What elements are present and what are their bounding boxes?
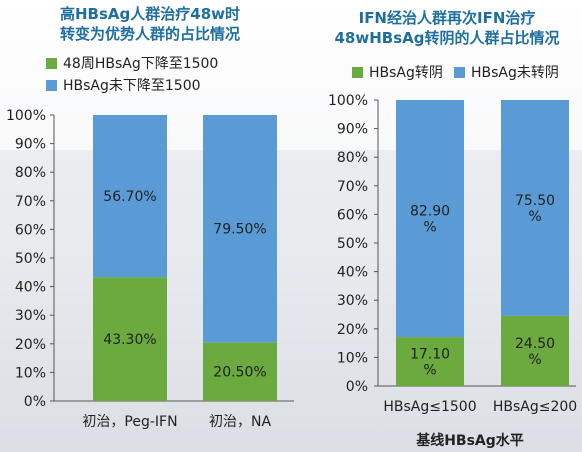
chart1-y-tick-label: 60% [15,222,46,238]
chart1-y-tick-label: 70% [15,194,46,210]
chart1-bar-blue-segment [93,115,167,278]
chart2-legend-blue: HBsAg未转阴 [454,62,559,82]
chart2-legend-green: HBsAg转阴 [352,62,443,82]
legend-label: HBsAg未下降至1500 [63,78,201,94]
chart1-y-tick-label: 90% [15,137,46,153]
chart2-title-line1: IFN经治人群再次IFN治疗 [358,9,536,27]
chart2-data-label: % [528,209,541,225]
chart2-data-label: % [423,363,436,379]
chart2-x-axis-title: 基线HBsAg水平 [416,433,524,449]
chart1-data-label: 43.30% [103,332,156,348]
legend-swatch-blue [454,66,465,78]
chart2-y-tick-label: 30% [337,293,368,309]
chart1-y-tick-label: 80% [15,165,46,181]
legend-swatch-green [46,57,57,69]
chart1-title-line1: 高HBsAg人群治疗48w时 [60,5,240,23]
chart2-y-tick-label: 90% [337,122,368,138]
chart1-data-label: 56.70% [103,189,156,205]
legend-label: HBsAg未转阴 [471,65,559,81]
chart1-category-label: 初治，NA [209,413,271,430]
chart2-data-label: % [423,220,436,236]
chart2-y-tick-label: 20% [337,322,368,338]
chart1-y-tick-label: 50% [15,251,46,267]
chart2-y-tick-label: 60% [337,207,368,223]
chart2-title: IFN经治人群再次IFN治疗 48wHBsAg转阴的人群占比情况 [312,8,582,48]
chart1-data-label: 79.50% [213,222,266,238]
chart2-data-label: % [528,352,541,368]
chart1-legend-blue: HBsAg未下降至1500 [46,75,201,95]
chart1-y-tick-label: 100% [6,108,46,124]
chart2-title-line2: 48wHBsAg转阴的人群占比情况 [334,29,560,47]
chart1-data-label: 20.50% [213,365,266,381]
legend-label: HBsAg转阴 [369,65,443,81]
chart2-data-label: 82.90 [410,204,450,220]
legend-label: 48周HBsAg下降至1500 [63,56,219,72]
chart2-category-label: HBsAg≤200 [493,399,577,415]
chart2-bar-green-segment [396,337,464,386]
legend-swatch-green [352,66,363,78]
chart1-title: 高HBsAg人群治疗48w时 转变为优势人群的占比情况 [0,4,300,44]
chart2-y-tick-label: 50% [337,236,368,252]
chart1-bar-green-segment [93,277,167,401]
chart2-y-tick-label: 70% [337,179,368,195]
chart2-bar-blue-segment [501,100,569,316]
chart2-bar-green-segment [501,315,569,386]
chart1-y-tick-label: 0% [24,394,46,410]
chart2-y-tick-label: 100% [328,93,368,109]
chart1-y-tick-label: 40% [15,280,46,296]
chart2-y-tick-label: 0% [346,379,368,395]
chart2-data-label: 24.50 [515,336,555,352]
chart1-category-label: 初治，Peg-IFN [82,413,177,430]
chart2-y-tick-label: 10% [337,350,368,366]
chart1-y-tick-label: 30% [15,308,46,324]
chart1-bar-blue-segment [203,115,277,343]
chart2-bar-blue-segment [396,100,464,338]
chart2-y-tick-label: 80% [337,150,368,166]
chart1-y-tick-label: 20% [15,337,46,353]
chart2-data-label: 75.50 [515,193,555,209]
chart2-y-tick-label: 40% [337,265,368,281]
legend-swatch-blue [46,79,57,91]
chart2-data-label: 17.10 [410,347,450,363]
chart1-title-line2: 转变为优势人群的占比情况 [59,25,240,43]
chart1-y-tick-label: 10% [15,365,46,381]
chart1-legend-green: 48周HBsAg下降至1500 [46,53,218,73]
chart2-category-label: HBsAg≤1500 [383,399,476,415]
chart1-bar-green-segment [203,342,277,401]
